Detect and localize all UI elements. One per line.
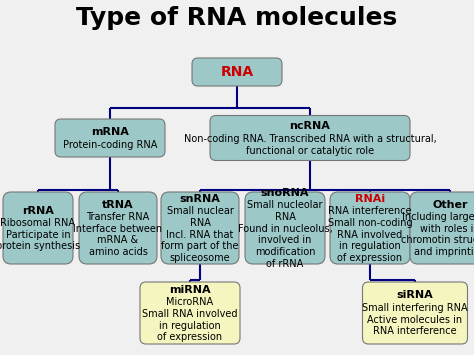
Text: RNA interference: RNA interference <box>328 206 412 216</box>
FancyBboxPatch shape <box>140 282 240 344</box>
Text: snoRNA: snoRNA <box>261 188 309 198</box>
FancyBboxPatch shape <box>161 192 239 264</box>
Text: of expression: of expression <box>337 253 402 263</box>
Text: of rRNA: of rRNA <box>266 259 304 269</box>
Text: rRNA: rRNA <box>22 206 54 215</box>
Text: RNA: RNA <box>220 65 254 79</box>
Text: with roles in: with roles in <box>420 224 474 234</box>
Text: ncRNA: ncRNA <box>290 121 330 131</box>
Text: Small nucleolar: Small nucleolar <box>247 201 323 211</box>
Text: chromotin structure: chromotin structure <box>401 235 474 246</box>
Text: tRNA: tRNA <box>102 200 134 210</box>
FancyBboxPatch shape <box>330 192 410 264</box>
Text: Type of RNA molecules: Type of RNA molecules <box>76 6 398 30</box>
Text: Participate in: Participate in <box>6 230 70 240</box>
Text: RNAi: RNAi <box>355 194 385 204</box>
Text: of expression: of expression <box>157 332 223 342</box>
FancyBboxPatch shape <box>79 192 157 264</box>
Text: Protein-coding RNA: Protein-coding RNA <box>63 140 157 150</box>
Text: in regulation: in regulation <box>339 241 401 251</box>
Text: protein synthesis: protein synthesis <box>0 241 80 251</box>
FancyBboxPatch shape <box>55 119 165 157</box>
FancyBboxPatch shape <box>363 282 467 344</box>
FancyBboxPatch shape <box>245 192 325 264</box>
Text: Other: Other <box>432 200 468 210</box>
Text: and imprinting: and imprinting <box>414 247 474 257</box>
Text: MicroRNA: MicroRNA <box>166 297 214 307</box>
Text: RNA interference: RNA interference <box>373 326 457 336</box>
Text: Including large RNA: Including large RNA <box>401 212 474 222</box>
Text: Small nuclear: Small nuclear <box>166 206 233 216</box>
Text: Ribosomal RNA: Ribosomal RNA <box>0 218 75 228</box>
Text: Small interfering RNA: Small interfering RNA <box>362 303 468 313</box>
FancyBboxPatch shape <box>192 58 282 86</box>
Text: miRNA: miRNA <box>169 285 211 295</box>
Text: Transfer RNA: Transfer RNA <box>86 212 150 222</box>
Text: Small RNA involved: Small RNA involved <box>142 309 238 319</box>
Text: amino acids: amino acids <box>89 247 147 257</box>
Text: Active molecules in: Active molecules in <box>367 315 463 325</box>
Text: siRNA: siRNA <box>397 290 433 300</box>
Text: spliceosome: spliceosome <box>170 253 230 263</box>
Text: interface between: interface between <box>73 224 163 234</box>
FancyBboxPatch shape <box>210 115 410 160</box>
Text: RNA: RNA <box>274 212 295 222</box>
Text: RNA involved: RNA involved <box>337 230 402 240</box>
Text: Found in nucleolus,: Found in nucleolus, <box>237 224 332 234</box>
Text: functional or catalytic role: functional or catalytic role <box>246 146 374 155</box>
Text: involved in: involved in <box>258 235 312 246</box>
Text: form part of the: form part of the <box>161 241 239 251</box>
Text: mRNA: mRNA <box>91 127 129 137</box>
FancyBboxPatch shape <box>410 192 474 264</box>
Text: modification: modification <box>255 247 315 257</box>
Text: in regulation: in regulation <box>159 321 221 331</box>
Text: mRNA &: mRNA & <box>98 235 138 246</box>
Text: Incl. RNA that: Incl. RNA that <box>166 230 234 240</box>
Text: snRNA: snRNA <box>180 194 220 204</box>
Text: Small non-coding: Small non-coding <box>328 218 412 228</box>
FancyBboxPatch shape <box>3 192 73 264</box>
Text: Non-coding RNA. Transcribed RNA with a structural,: Non-coding RNA. Transcribed RNA with a s… <box>183 134 437 144</box>
Text: RNA: RNA <box>190 218 210 228</box>
